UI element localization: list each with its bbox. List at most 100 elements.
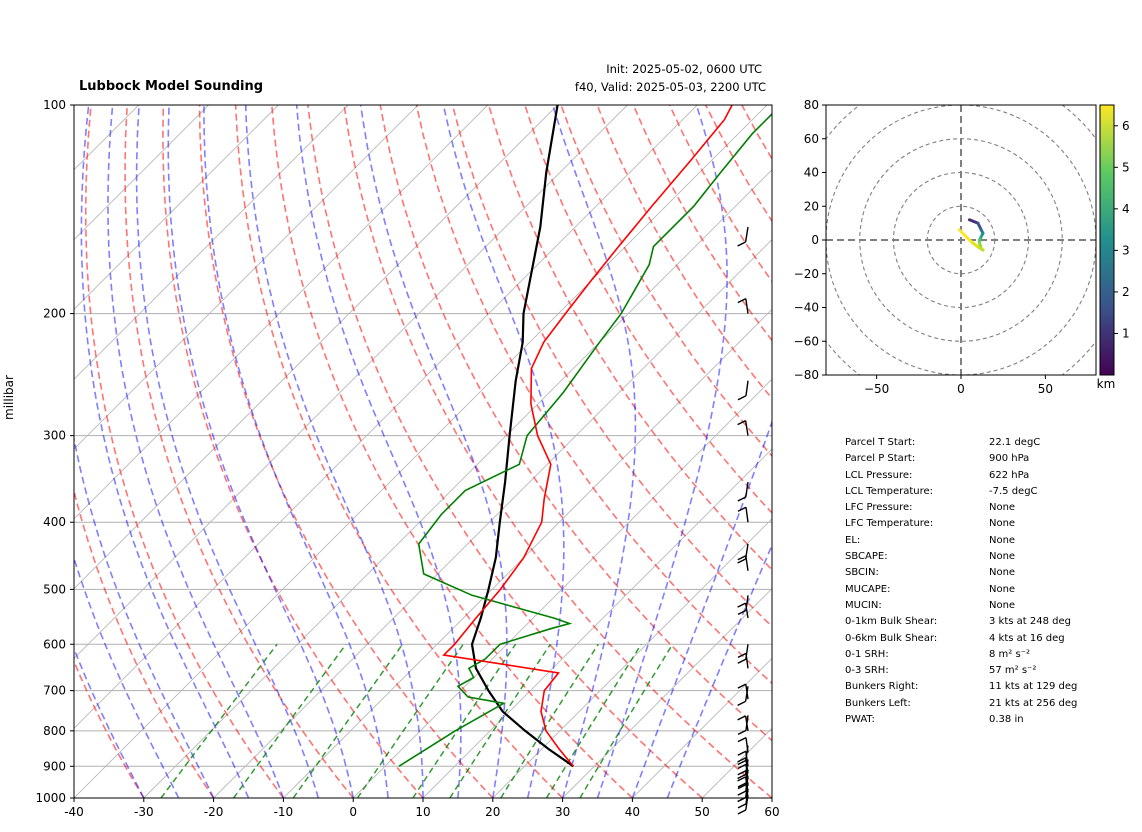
moist-adiabat — [74, 555, 180, 798]
x-tick-label: -30 — [134, 805, 154, 819]
wind-barb-shaft — [745, 745, 749, 761]
wind-barb-shaft — [744, 420, 749, 436]
wind-barb — [737, 794, 749, 815]
wind-barb-flag — [737, 790, 747, 796]
colorbar-label: km — [1097, 377, 1116, 391]
wind-barb-shaft — [745, 507, 749, 523]
parameter-name: PWAT: — [845, 714, 875, 726]
hodograph-segment — [957, 228, 968, 239]
wind-barb-shaft — [745, 380, 749, 396]
parameter-value: None — [989, 599, 1016, 611]
isotherm-line — [74, 105, 768, 798]
wind-barb — [737, 297, 749, 314]
parameter-name: 0-1 SRH: — [845, 648, 889, 660]
parameter-row: 0-1 SRH: 8 m² s⁻² — [845, 649, 1119, 665]
moist-adiabat — [80, 105, 250, 798]
wind-barb — [737, 226, 749, 247]
parameter-row: SBCIN: None — [845, 567, 1119, 583]
parameter-row: Parcel T Start: 22.1 degC — [845, 437, 1119, 453]
moist-adiabat — [74, 434, 215, 798]
parameter-name: Parcel P Start: — [845, 453, 916, 465]
parameter-row: EL: None — [845, 535, 1119, 551]
hodograph-y-tick-label: 80 — [804, 98, 819, 112]
dry-adiabat — [74, 487, 215, 798]
wind-barb-flag — [737, 770, 747, 776]
parameter-value: None — [989, 534, 1016, 546]
hodograph-y-tick-label: 0 — [811, 233, 819, 247]
parameter-row: LCL Temperature: -7.5 degC — [845, 486, 1119, 502]
wind-barb — [737, 788, 749, 809]
hodograph-y-tick-label: 60 — [804, 132, 819, 146]
y-tick-label: 900 — [43, 759, 66, 773]
hodograph-y-tick-label: −80 — [794, 368, 819, 382]
wind-barb-flag — [737, 803, 747, 809]
parameter-row: MUCAPE: None — [845, 584, 1119, 600]
wind-barb-flag — [737, 506, 747, 512]
wind-barb-shaft — [744, 782, 749, 798]
hodograph-y-tick-label: −20 — [794, 267, 819, 281]
valid-time: f40, Valid: 2025-05-03, 2200 UTC — [574, 80, 766, 94]
moist-adiabat — [551, 105, 637, 798]
wind-barb — [737, 686, 749, 706]
dry-adiabat — [415, 105, 772, 685]
wind-barb — [737, 644, 749, 664]
wind-barb-flag — [737, 496, 747, 502]
colorbar-tick-label: 5 — [1122, 160, 1130, 174]
x-tick-label: -20 — [204, 805, 224, 819]
parameter-row: PWAT: 0.38 in — [845, 714, 1119, 730]
dry-adiabat — [74, 659, 145, 798]
parameter-value: 57 m² s⁻² — [989, 665, 1037, 677]
parameter-value: 622 hPa — [989, 469, 1030, 481]
wind-barb-flag — [737, 602, 746, 608]
dry-adiabat — [343, 105, 772, 798]
parameter-value: None — [989, 502, 1016, 514]
parameter-value: 21 kts at 256 deg — [989, 697, 1078, 709]
parameter-value: None — [989, 518, 1016, 530]
parameter-value: 900 hPa — [989, 453, 1030, 465]
parameter-name: Bunkers Left: — [845, 697, 911, 709]
parameter-row: Bunkers Right: 11 kts at 129 deg — [845, 681, 1119, 697]
wind-barb-shaft — [744, 543, 749, 560]
mixing-ratio-line — [292, 643, 404, 798]
wind-barb-flag — [737, 783, 747, 790]
isotherm-line — [74, 105, 349, 380]
isotherm-line — [143, 169, 772, 798]
x-tick-label: 40 — [625, 805, 640, 819]
dry-adiabat — [487, 105, 772, 571]
dry-adiabat — [307, 105, 703, 798]
wind-barb-shaft — [744, 759, 749, 775]
mixing-ratio-line — [356, 643, 464, 798]
wind-barb — [737, 380, 749, 401]
dry-adiabat — [234, 105, 564, 798]
x-tick-label: -10 — [274, 805, 294, 819]
wind-barb-flag — [737, 757, 746, 763]
wind-barb-flag — [737, 750, 747, 756]
y-tick-label: 200 — [43, 307, 66, 321]
wind-barb — [737, 555, 749, 571]
wind-barb — [737, 543, 749, 564]
isotherm-line — [74, 105, 558, 590]
wind-barb-shaft — [745, 769, 749, 785]
y-tick-label: 700 — [43, 684, 66, 698]
parameter-value: -7.5 degC — [989, 485, 1038, 497]
wind-barb — [737, 769, 749, 790]
wind-barb-flag — [737, 776, 746, 782]
moist-adiabat — [244, 105, 424, 798]
wind-barb-shaft — [745, 298, 749, 314]
wind-barb-flag — [737, 395, 747, 401]
y-tick-label: 400 — [43, 515, 66, 529]
wind-barb-flag — [737, 420, 746, 426]
wind-barb-flag — [737, 558, 746, 564]
x-tick-label: 0 — [349, 805, 357, 819]
parameter-name: SBCIN: — [845, 567, 879, 579]
x-tick-label: -40 — [64, 805, 84, 819]
wind-barb — [737, 745, 749, 766]
parameter-value: 0.38 in — [989, 714, 1024, 726]
isotherm-line — [74, 105, 279, 311]
hodograph-x-tick-label: 50 — [1038, 382, 1053, 396]
mixing-ratio-line — [545, 643, 642, 798]
dry-adiabat — [124, 105, 354, 798]
parameter-row: Parcel P Start: 900 hPa — [845, 453, 1119, 469]
mixing-ratio-line — [579, 643, 674, 798]
parameter-name: EL: — [845, 534, 861, 546]
